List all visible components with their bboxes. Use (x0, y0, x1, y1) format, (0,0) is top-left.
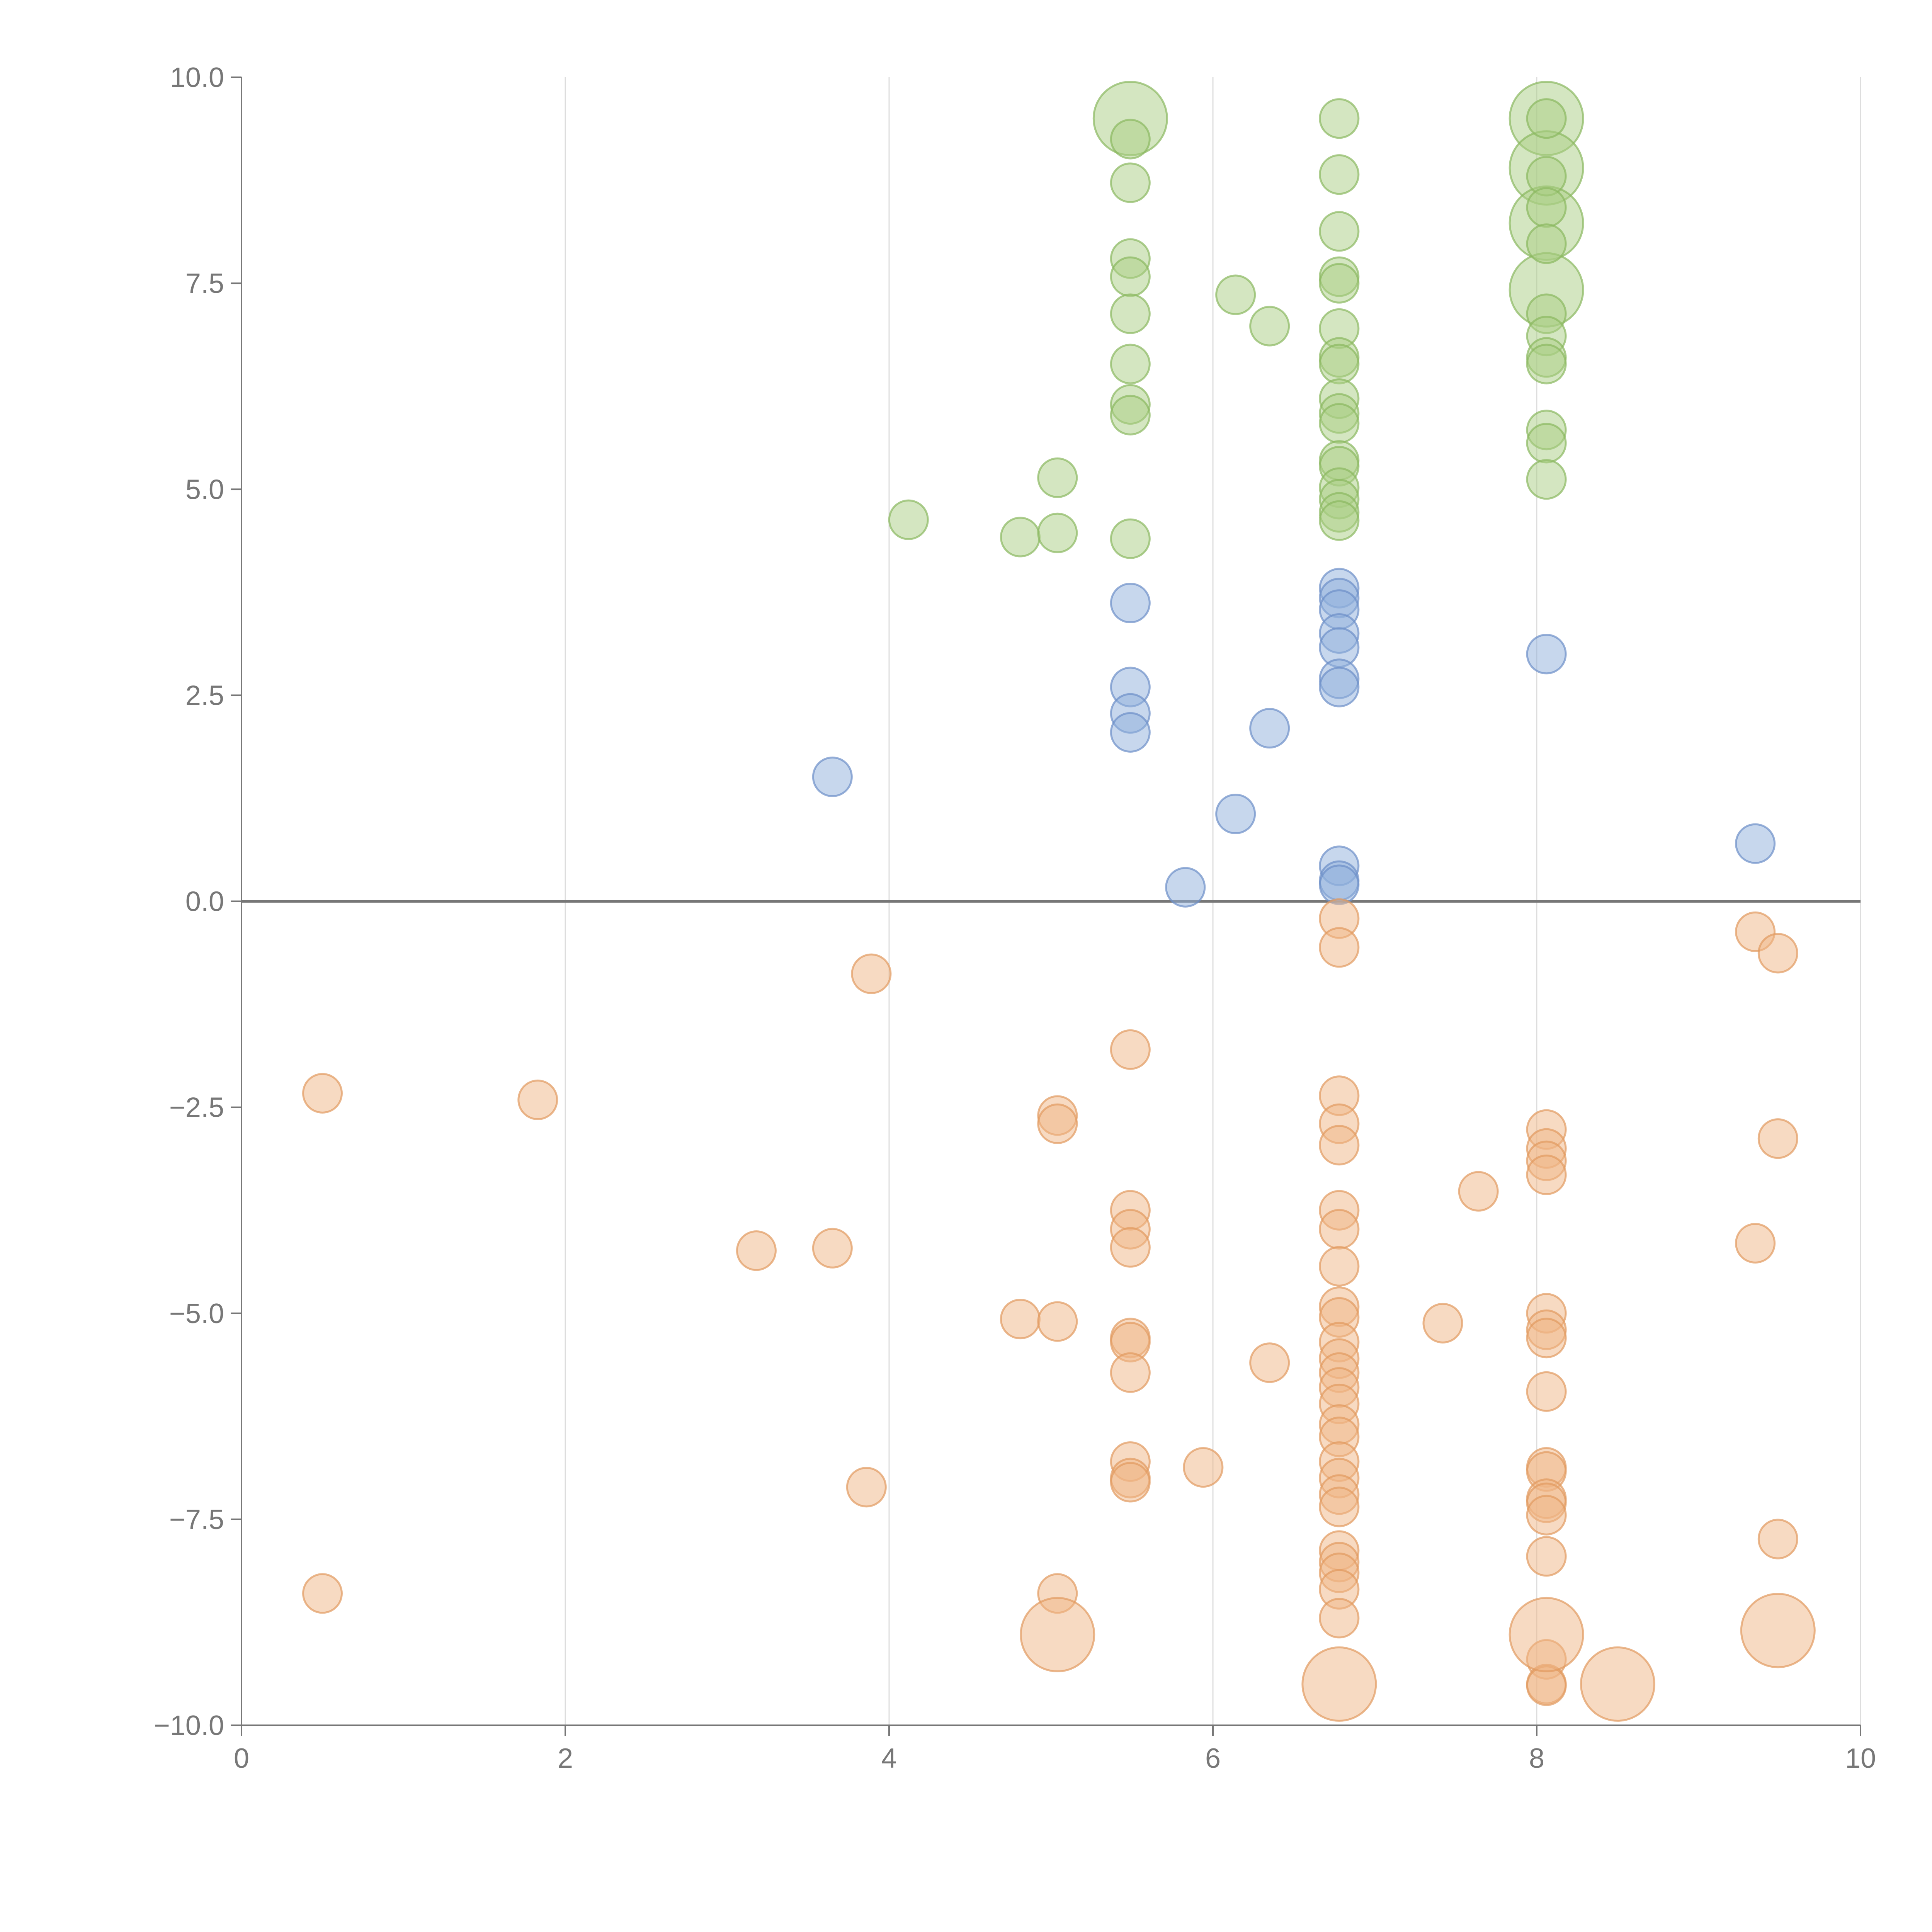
scatter-point-green (1037, 457, 1078, 498)
scatter-point-orange (1319, 1486, 1360, 1527)
scatter-point-blue (812, 756, 853, 797)
scatter-point-orange (1319, 1209, 1360, 1250)
scatter-point-orange (1110, 1462, 1151, 1503)
scatter-point-blue (1249, 708, 1290, 749)
scatter-point-orange (302, 1073, 343, 1114)
scatter-point-green (1110, 256, 1151, 297)
scatter-point-blue (1319, 667, 1360, 707)
scatter-point-orange (1183, 1447, 1224, 1488)
x-tick-label: 6 (1205, 1743, 1221, 1774)
scatter-point-green (1110, 119, 1151, 160)
scatter-point-blue (1165, 867, 1206, 908)
scatter-point-orange (1319, 1598, 1360, 1639)
scatter-point-green (1319, 98, 1360, 139)
y-tick-label: −2.5 (169, 1092, 224, 1123)
scatter-point-orange (1319, 927, 1360, 968)
y-tick-label: 2.5 (185, 680, 224, 711)
scatter-point-green (1037, 512, 1078, 553)
y-tick-label: −5.0 (169, 1298, 224, 1329)
x-tick-label: 2 (558, 1743, 573, 1774)
scatter-point-orange (1301, 1646, 1377, 1722)
scatter-point-orange (1037, 1301, 1078, 1342)
scatter-point-orange (1458, 1171, 1499, 1212)
scatter-point-orange (1319, 1246, 1360, 1287)
axis-layer: 0 2 4 6 8 10 −10.0 −7.5 −5.0 −2.5 0.0 2.5 5.0 7.5 10.0 (154, 62, 1876, 1774)
scatter-point-blue (1110, 712, 1151, 753)
scatter-point-green (1110, 518, 1151, 559)
scatter-point-green (1110, 395, 1151, 435)
scatter-point-orange (1526, 1318, 1567, 1359)
scatter-point-orange (736, 1230, 777, 1271)
scatter-point-orange (1735, 1223, 1776, 1264)
scatter-point-orange (1110, 1352, 1151, 1393)
y-tick-label: 7.5 (185, 268, 224, 299)
scatter-point-green (1249, 306, 1290, 347)
scatter-point-green (1319, 403, 1360, 444)
scatter-point-orange (1319, 1125, 1360, 1166)
scatter-point-green (1526, 423, 1567, 464)
x-tick-label: 4 (881, 1743, 897, 1774)
scatter-point-orange (517, 1079, 558, 1120)
scatter-point-orange (1526, 1536, 1567, 1577)
y-tick-label: 0.0 (185, 886, 224, 917)
scatter-point-green (1526, 223, 1567, 264)
scatter-point-orange (1526, 1371, 1567, 1412)
scatter-point-green (888, 499, 929, 540)
scatter-point-blue (1110, 583, 1151, 624)
scatter-point-orange (1740, 1593, 1816, 1668)
scatter-point-orange (851, 953, 892, 994)
y-tick-label: −10.0 (154, 1710, 224, 1741)
scatter-point-green (1215, 274, 1256, 315)
scatter-point-orange (846, 1467, 887, 1508)
scatter-point-orange (1110, 1029, 1151, 1070)
scatter-point-blue (1735, 823, 1776, 864)
scatter-point-orange (302, 1573, 343, 1614)
scatter-point-orange (1580, 1646, 1655, 1722)
scatter-point-green (1319, 211, 1360, 252)
scatter-point-orange (1020, 1597, 1095, 1672)
scatter-point-orange (1757, 1519, 1798, 1560)
scatter-point-green (1110, 293, 1151, 334)
scatter-point-green (1526, 344, 1567, 384)
scatter-point-green (1319, 154, 1360, 195)
scatter-point-green (1319, 344, 1360, 384)
scatter-point-green (1526, 187, 1567, 228)
scatter-point-green (1319, 500, 1360, 541)
y-tick-label: −7.5 (169, 1504, 224, 1535)
x-tick-label: 8 (1529, 1743, 1544, 1774)
scatter-point-green (1110, 162, 1151, 203)
scatter-point-orange (1757, 933, 1798, 974)
scatter-point-green (1319, 263, 1360, 304)
scatter-point-blue (1215, 793, 1256, 834)
scatter-point-orange (1037, 1103, 1078, 1144)
x-tick-label: 0 (234, 1743, 249, 1774)
scatter-point-orange (1110, 1227, 1151, 1268)
scatter-point-orange (1526, 1154, 1567, 1195)
scatter-point-orange (1422, 1303, 1463, 1344)
scatter-point-orange (1757, 1118, 1798, 1159)
scatter-point-orange (1526, 1495, 1567, 1536)
scatter-point-orange (1000, 1299, 1041, 1340)
x-tick-label: 10 (1845, 1743, 1876, 1774)
scatter-point-orange (1509, 1597, 1584, 1672)
scatter-point-green (1526, 98, 1567, 139)
scatter-point-orange (812, 1228, 853, 1269)
y-tick-label: 10.0 (170, 62, 224, 93)
scatter-point-green (1000, 517, 1041, 558)
scatter-point-green (1526, 459, 1567, 500)
scatter-point-orange (1249, 1342, 1290, 1383)
scatter-point-blue (1526, 634, 1567, 675)
y-tick-label: 5.0 (185, 474, 224, 505)
dot-layer (302, 81, 1816, 1722)
scatter-point-green (1110, 344, 1151, 384)
